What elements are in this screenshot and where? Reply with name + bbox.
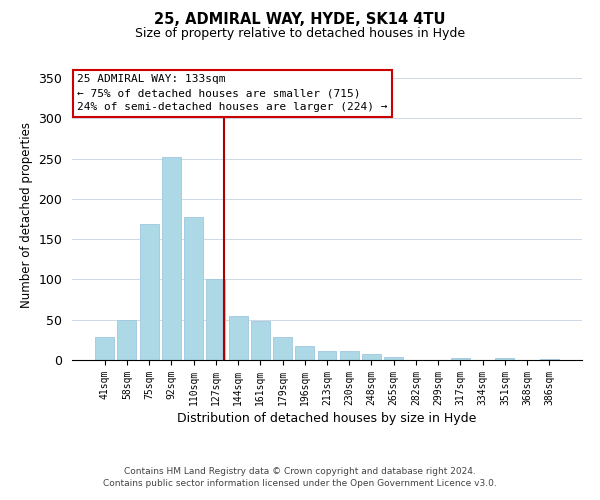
Text: 25, ADMIRAL WAY, HYDE, SK14 4TU: 25, ADMIRAL WAY, HYDE, SK14 4TU [154,12,446,28]
Bar [273,336,292,360]
X-axis label: Distribution of detached houses by size in Hyde: Distribution of detached houses by size … [178,412,476,425]
Bar [184,216,203,360]
Bar [384,357,403,360]
Bar [451,358,470,360]
Bar [140,224,158,360]
Text: Contains HM Land Registry data © Crown copyright and database right 2024.
Contai: Contains HM Land Registry data © Crown c… [103,466,497,487]
Text: 25 ADMIRAL WAY: 133sqm
← 75% of detached houses are smaller (715)
24% of semi-de: 25 ADMIRAL WAY: 133sqm ← 75% of detached… [77,74,388,112]
Bar [340,351,359,360]
Bar [229,316,248,360]
Bar [118,320,136,360]
Bar [496,358,514,360]
Bar [206,278,225,360]
Bar [295,346,314,360]
Bar [362,354,381,360]
Y-axis label: Number of detached properties: Number of detached properties [20,122,33,308]
Bar [540,359,559,360]
Bar [95,336,114,360]
Bar [317,351,337,360]
Bar [162,157,181,360]
Bar [251,322,270,360]
Text: Size of property relative to detached houses in Hyde: Size of property relative to detached ho… [135,28,465,40]
